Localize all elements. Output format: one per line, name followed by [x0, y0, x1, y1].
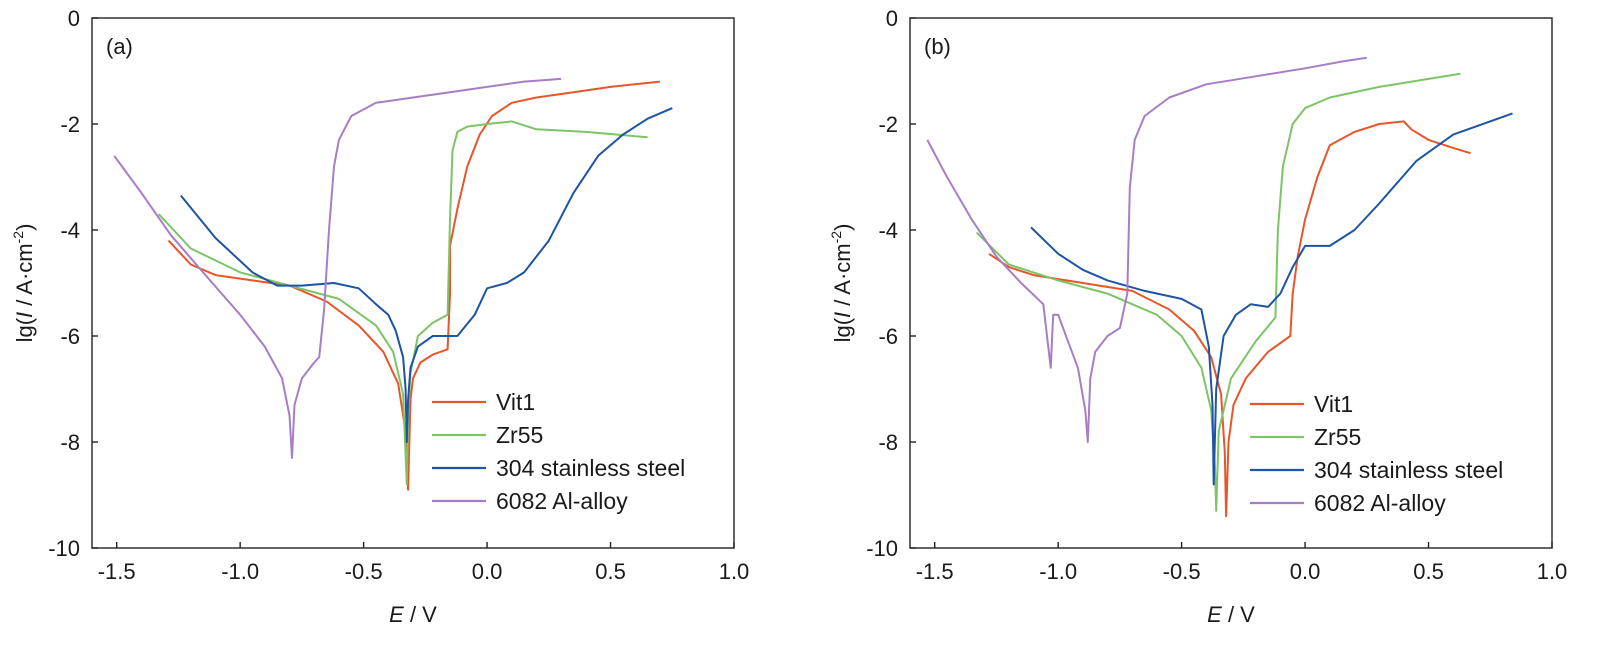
y-tick-label: 0: [68, 6, 80, 31]
series-line-zr55: [157, 120, 648, 486]
series-line-304-stainless-steel: [180, 107, 673, 443]
x-axis-label: E / V: [1207, 602, 1255, 627]
x-tick-label: -1.5: [98, 559, 136, 584]
series-line-304-stainless-steel: [1030, 112, 1513, 486]
y-tick-label: -10: [48, 536, 80, 561]
y-tick-label: 0: [886, 6, 898, 31]
y-axis-suffix: ): [12, 224, 37, 231]
x-axis-variable: E: [389, 602, 404, 627]
y-axis-unit: / A·cm: [830, 243, 855, 311]
y-tick-label: -10: [866, 536, 898, 561]
panel-a: -1.5 -1.0 -0.5 0.0 0.5 1.0 0 -2 -4 -6 -8 -10 (a) E / …: [10, 6, 749, 627]
panel-label: (a): [106, 34, 133, 59]
y-axis-unit-exponent: -2: [10, 231, 26, 244]
x-tick-label: 0.5: [595, 559, 626, 584]
y-axis-prefix: lg(: [830, 317, 855, 342]
y-axis-prefix: lg(: [12, 317, 37, 342]
series-line-vit1: [988, 120, 1471, 518]
y-tick-label: -2: [878, 112, 898, 137]
x-tick-label: 0.0: [1290, 559, 1321, 584]
panel-b: -1.5 -1.0 -0.5 0.0 0.5 1.0 0 -2 -4 -6 -8 -10 (b) E / …: [828, 6, 1567, 627]
legend-entry-label: 6082 Al-alloy: [496, 488, 628, 514]
x-tick-label: 0.5: [1413, 559, 1444, 584]
y-axis-suffix: ): [830, 224, 855, 231]
y-axis-variable: I: [12, 312, 37, 318]
legend: Vit1 Zr55 304 stainless steel 6082 Al-alloy: [432, 389, 685, 514]
y-tick-label: -8: [878, 430, 898, 455]
plot-frame: [909, 17, 1553, 549]
x-axis-variable: E: [1207, 602, 1222, 627]
panel-label: (b): [924, 34, 951, 59]
x-tick-label: -1.5: [916, 559, 954, 584]
x-tick-label: 0.0: [472, 559, 503, 584]
x-tick-label: 1.0: [719, 559, 750, 584]
legend-entry-label: 304 stainless steel: [1314, 457, 1503, 483]
legend-entry-label: Zr55: [496, 422, 543, 448]
y-axis-label: lg(I / A·cm-2): [10, 224, 37, 343]
y-axis-variable: I: [830, 312, 855, 318]
plot-frame: [91, 17, 735, 549]
y-tick-label: -6: [878, 324, 898, 349]
x-axis-unit: / V: [1222, 602, 1255, 627]
x-tick-label: -0.5: [345, 559, 383, 584]
legend-entry-label: 304 stainless steel: [496, 455, 685, 481]
y-tick-label: -6: [60, 324, 80, 349]
series-line-6082-al-alloy: [113, 77, 562, 459]
legend-entry-label: Zr55: [1314, 424, 1361, 450]
legend-entry-label: Vit1: [496, 389, 535, 415]
y-axis-label: lg(I / A·cm-2): [828, 224, 855, 343]
y-tick-label: -2: [60, 112, 80, 137]
y-tick-label: -4: [60, 218, 80, 243]
y-axis-unit: / A·cm: [12, 243, 37, 311]
y-tick-label: -8: [60, 430, 80, 455]
x-tick-label: 1.0: [1537, 559, 1568, 584]
y-tick-label: -4: [878, 218, 898, 243]
x-tick-label: -1.0: [221, 559, 259, 584]
y-axis-unit-exponent: -2: [828, 231, 844, 244]
legend-entry-label: Vit1: [1314, 391, 1353, 417]
legend-entry-label: 6082 Al-alloy: [1314, 490, 1446, 516]
legend: Vit1 Zr55 304 stainless steel 6082 Al-alloy: [1250, 391, 1503, 516]
x-tick-label: -0.5: [1163, 559, 1201, 584]
x-tick-label: -1.0: [1039, 559, 1077, 584]
series-line-vit1: [167, 80, 661, 491]
x-axis-label: E / V: [389, 602, 437, 627]
x-axis-unit: / V: [404, 602, 437, 627]
series-line-6082-al-alloy: [926, 56, 1367, 443]
series-line-zr55: [975, 72, 1461, 512]
